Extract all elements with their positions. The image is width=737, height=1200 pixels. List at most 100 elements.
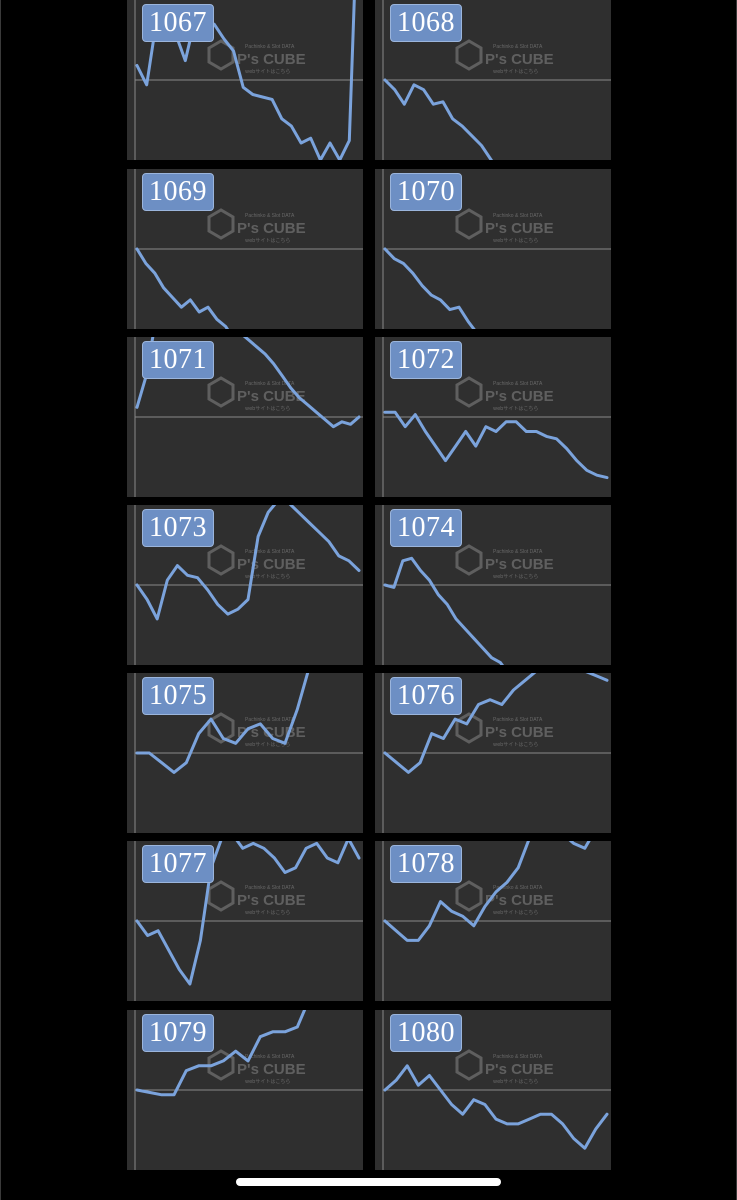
chart-panel: Pachinko & Slot DATA P's CUBE webサイトはこちら 10…	[375, 673, 611, 833]
svg-text:webサイトはこちら: webサイトはこちら	[245, 238, 290, 244]
svg-text:P's CUBE: P's CUBE	[485, 892, 554, 909]
svg-text:P's CUBE: P's CUBE	[237, 51, 306, 68]
svg-text:Pachinko & Slot DATA: Pachinko & Slot DATA	[493, 213, 543, 219]
machine-number-badge: 1073	[142, 509, 214, 547]
chart-panel: Pachinko & Slot DATA P's CUBE webサイトはこちら 10…	[375, 337, 611, 497]
svg-text:webサイトはこちら: webサイトはこちら	[245, 742, 290, 748]
svg-text:webサイトはこちら: webサイトはこちら	[493, 742, 538, 748]
svg-text:Pachinko & Slot DATA: Pachinko & Slot DATA	[245, 885, 295, 891]
svg-text:webサイトはこちら: webサイトはこちら	[245, 69, 290, 75]
chart-panel: Pachinko & Slot DATA P's CUBE webサイトはこちら 10…	[375, 505, 611, 665]
series-line	[135, 673, 310, 774]
machine-number-badge: 1069	[142, 173, 214, 211]
home-indicator[interactable]	[236, 1178, 501, 1186]
svg-text:webサイトはこちら: webサイトはこちら	[245, 406, 290, 412]
series-line	[383, 556, 505, 665]
chart-panel: Pachinko & Slot DATA P's CUBE webサイトはこちら 10…	[127, 169, 363, 329]
chart-panel: Pachinko & Slot DATA P's CUBE webサイトはこちら 10…	[127, 505, 363, 665]
series-line	[383, 841, 591, 942]
chart-panel: Pachinko & Slot DATA P's CUBE webサイトはこちら 10…	[375, 169, 611, 329]
svg-text:webサイトはこちら: webサイトはこちら	[493, 574, 538, 580]
svg-text:Pachinko & Slot DATA: Pachinko & Slot DATA	[493, 717, 543, 723]
chart-panel: Pachinko & Slot DATA P's CUBE webサイトはこちら 10…	[375, 1010, 611, 1170]
svg-text:Pachinko & Slot DATA: Pachinko & Slot DATA	[245, 381, 295, 387]
svg-text:P's CUBE: P's CUBE	[485, 556, 554, 573]
svg-text:webサイトはこちら: webサイトはこちら	[493, 910, 538, 916]
svg-text:Pachinko & Slot DATA: Pachinko & Slot DATA	[493, 381, 543, 387]
series-line	[383, 410, 609, 480]
svg-text:webサイトはこちら: webサイトはこちら	[245, 1079, 290, 1085]
svg-text:P's CUBE: P's CUBE	[237, 388, 306, 405]
series-line	[135, 337, 361, 429]
series-line	[383, 78, 494, 160]
chart-panel: Pachinko & Slot DATA P's CUBE webサイトはこちら 10…	[127, 1010, 363, 1170]
chart-panel: Pachinko & Slot DATA P's CUBE webサイトはこちら 10…	[127, 841, 363, 1001]
machine-number-badge: 1074	[390, 509, 462, 547]
svg-text:Pachinko & Slot DATA: Pachinko & Slot DATA	[493, 885, 543, 891]
svg-text:Pachinko & Slot DATA: Pachinko & Slot DATA	[245, 44, 295, 50]
svg-text:Pachinko & Slot DATA: Pachinko & Slot DATA	[245, 717, 295, 723]
svg-text:P's CUBE: P's CUBE	[485, 1061, 554, 1078]
series-line	[383, 1064, 609, 1150]
svg-text:webサイトはこちら: webサイトはこちら	[245, 574, 290, 580]
svg-text:P's CUBE: P's CUBE	[237, 220, 306, 237]
svg-text:P's CUBE: P's CUBE	[237, 1061, 306, 1078]
machine-number-badge: 1067	[142, 4, 214, 42]
svg-text:Pachinko & Slot DATA: Pachinko & Slot DATA	[493, 549, 543, 555]
chart-panel: Pachinko & Slot DATA P's CUBE webサイトはこちら 10…	[127, 0, 363, 160]
svg-text:Pachinko & Slot DATA: Pachinko & Slot DATA	[493, 44, 543, 50]
svg-text:webサイトはこちら: webサイトはこちら	[493, 69, 538, 75]
machine-number-badge: 1079	[142, 1014, 214, 1052]
svg-text:Pachinko & Slot DATA: Pachinko & Slot DATA	[245, 1054, 295, 1060]
svg-text:webサイトはこちら: webサイトはこちら	[493, 406, 538, 412]
series-line	[135, 1010, 307, 1097]
machine-number-badge: 1080	[390, 1014, 462, 1052]
svg-text:webサイトはこちら: webサイトはこちら	[493, 1079, 538, 1085]
machine-number-badge: 1075	[142, 677, 214, 715]
chart-panel: Pachinko & Slot DATA P's CUBE webサイトはこちら 10…	[375, 841, 611, 1001]
svg-text:Pachinko & Slot DATA: Pachinko & Slot DATA	[245, 213, 295, 219]
svg-text:Pachinko & Slot DATA: Pachinko & Slot DATA	[245, 549, 295, 555]
svg-text:P's CUBE: P's CUBE	[485, 724, 554, 741]
svg-text:P's CUBE: P's CUBE	[485, 51, 554, 68]
machine-number-badge: 1068	[390, 4, 462, 42]
svg-text:P's CUBE: P's CUBE	[485, 220, 554, 237]
machine-number-badge: 1070	[390, 173, 462, 211]
machine-number-badge: 1078	[390, 845, 462, 883]
series-line	[135, 841, 361, 986]
svg-text:P's CUBE: P's CUBE	[237, 892, 306, 909]
series-line	[135, 505, 361, 621]
machine-number-badge: 1076	[390, 677, 462, 715]
machine-number-badge: 1072	[390, 341, 462, 379]
screen-edge-left	[0, 0, 1, 1200]
chart-panel: Pachinko & Slot DATA P's CUBE webサイトはこちら 10…	[127, 337, 363, 497]
machine-number-badge: 1071	[142, 341, 214, 379]
series-line	[135, 247, 230, 329]
series-line	[383, 247, 476, 329]
chart-panel: Pachinko & Slot DATA P's CUBE webサイトはこちら 10…	[127, 673, 363, 833]
